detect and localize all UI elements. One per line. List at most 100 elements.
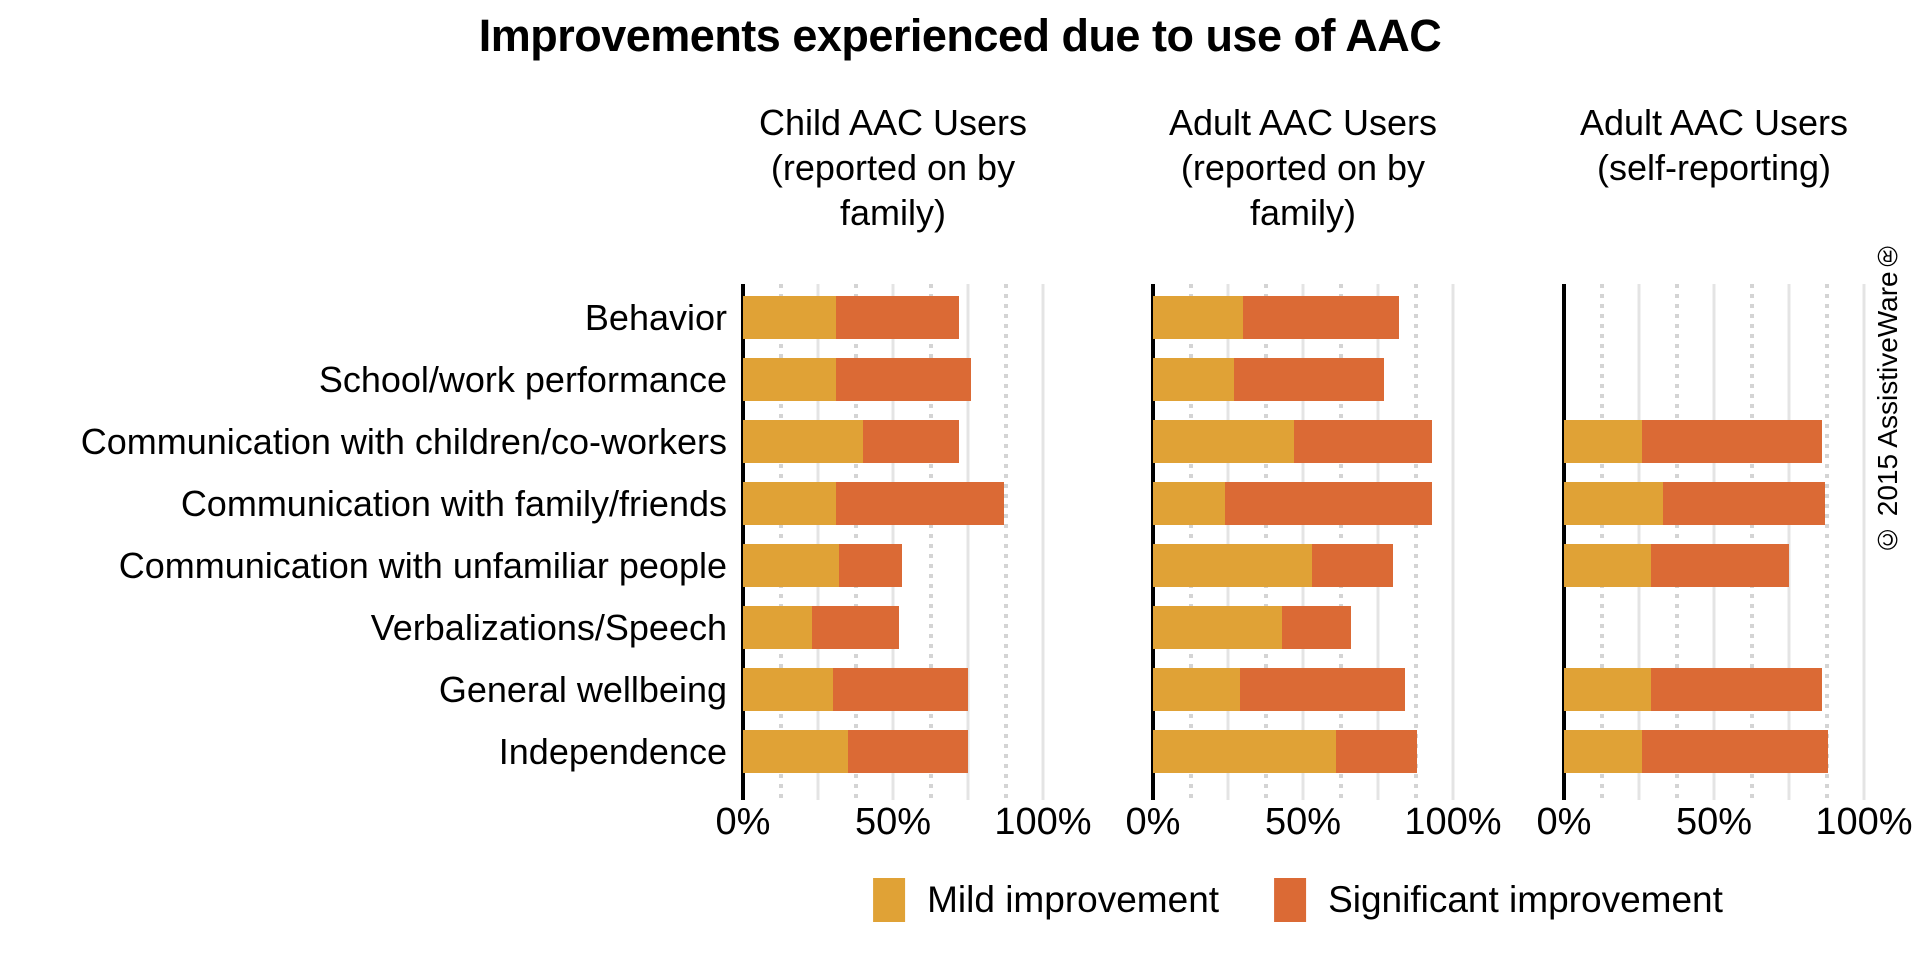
bar-segment-mild (1564, 544, 1651, 587)
bar-segment-mild (1564, 730, 1642, 773)
panel-header: Adult AAC Users (reported on by family) (1169, 100, 1437, 235)
x-tick-label: 100% (1815, 801, 1913, 843)
panel-header-line: (reported on by (1180, 147, 1426, 188)
category-label: Communication with unfamiliar people (118, 544, 727, 586)
gridline-solid (1041, 284, 1045, 800)
panel: 0% 50% 100% (1537, 284, 1913, 843)
bar-segment-significant (1282, 606, 1351, 649)
x-tick-label: 100% (994, 801, 1092, 843)
x-tick-label: 0% (1125, 801, 1181, 843)
bar-segment-mild (743, 296, 836, 339)
bar-segment-mild (1564, 420, 1642, 463)
bar-segment-mild (743, 420, 863, 463)
legend-swatch (873, 878, 906, 922)
panel-header-line: (reported on by (770, 147, 1016, 188)
x-tick-label: 50% (854, 801, 932, 843)
bar-segment-mild (1153, 420, 1294, 463)
panel-header-line: Child AAC Users (758, 102, 1028, 143)
gridline-dotted (853, 284, 858, 800)
gridline-dotted (928, 284, 933, 800)
bar-segment-mild (1153, 358, 1234, 401)
copyright-text: © 2015 AssistiveWare® (1872, 240, 1903, 555)
bar-segment-mild (743, 606, 812, 649)
category-label: School/work performance (318, 358, 727, 400)
bar-segment-significant (848, 730, 968, 773)
bar-segment-significant (836, 482, 1004, 525)
gridline-dotted (778, 284, 783, 800)
bar-segment-mild (1153, 544, 1312, 587)
category-label: Communication with family/friends (180, 482, 727, 524)
bar-segment-significant (1651, 544, 1789, 587)
gridline-solid (1226, 284, 1230, 800)
gridline-solid (1637, 284, 1641, 800)
bar-segment-significant (1336, 730, 1417, 773)
gridline-solid (1787, 284, 1791, 800)
bar-segment-mild (743, 358, 836, 401)
gridline-dotted (1824, 284, 1829, 800)
category-label: General wellbeing (438, 668, 727, 710)
gridline-dotted (1338, 284, 1343, 800)
bar-segment-mild (743, 668, 833, 711)
bar-segment-mild (1153, 668, 1240, 711)
bar-segment-significant (1312, 544, 1393, 587)
bar-segment-significant (1642, 730, 1828, 773)
x-tick-label: 0% (715, 801, 771, 843)
legend: Mild improvement Significant improvement (873, 878, 1723, 922)
gridline-solid (1376, 284, 1380, 800)
gridline-dotted (1188, 284, 1193, 800)
panel-header: Child AAC Users (reported on by family) (759, 100, 1027, 235)
category-label: Independence (498, 730, 727, 772)
bar-segment-mild (1564, 668, 1651, 711)
bar-segment-mild (1564, 482, 1663, 525)
gridline-solid (1712, 284, 1716, 800)
bar-segment-significant (1234, 358, 1384, 401)
bar-segment-mild (743, 730, 848, 773)
panel-header-line: family) (1249, 192, 1356, 233)
chart-title: Improvements experienced due to use of A… (478, 10, 1442, 61)
bar-segment-significant (1240, 668, 1405, 711)
bar-segment-mild (1153, 730, 1336, 773)
bar-segment-significant (863, 420, 959, 463)
panel-header: Adult AAC Users (self-reporting) (1580, 100, 1848, 190)
gridline-solid (1301, 284, 1305, 800)
gridline-solid (1862, 284, 1866, 800)
category-label: Communication with children/co-workers (80, 420, 727, 462)
panel: 0% 50% 100% (716, 284, 1092, 843)
legend-item: Significant improvement (1274, 878, 1723, 922)
gridline-dotted (1003, 284, 1008, 800)
panel: 0% 50% 100% (1126, 284, 1502, 843)
x-tick-label: 0% (1536, 801, 1592, 843)
gridline-dotted (1413, 284, 1418, 800)
panel-header-line: family) (840, 192, 946, 233)
category-label: Behavior (584, 296, 727, 338)
gridline-solid (966, 284, 970, 800)
bar-segment-significant (812, 606, 899, 649)
bar-segment-mild (1153, 606, 1282, 649)
bar-segment-mild (743, 544, 839, 587)
x-tick-label: 50% (1264, 801, 1342, 843)
bar-segment-mild (1153, 482, 1225, 525)
gridline-dotted (1263, 284, 1268, 800)
bar-segment-significant (836, 296, 959, 339)
bar-segment-significant (1642, 420, 1822, 463)
bar-segment-significant (833, 668, 968, 711)
gridline-dotted (1749, 284, 1754, 800)
bar-segment-significant (1294, 420, 1432, 463)
bar-segment-significant (1651, 668, 1822, 711)
legend-label: Significant improvement (1328, 879, 1723, 920)
bar-segment-significant (1225, 482, 1432, 525)
y-axis-line (1151, 284, 1155, 800)
legend-item: Mild improvement (873, 878, 1219, 922)
bar-segment-significant (839, 544, 902, 587)
legend-swatch (1274, 878, 1307, 922)
gridline-dotted (1674, 284, 1679, 800)
panel-header-line: Adult AAC Users (1168, 102, 1438, 143)
category-label: Verbalizations/Speech (370, 606, 727, 648)
bar-segment-mild (1153, 296, 1243, 339)
bar-segment-mild (743, 482, 836, 525)
bar-segment-significant (836, 358, 971, 401)
bar-segment-significant (1243, 296, 1399, 339)
legend-label: Mild improvement (927, 879, 1220, 920)
x-tick-label: 50% (1675, 801, 1753, 843)
